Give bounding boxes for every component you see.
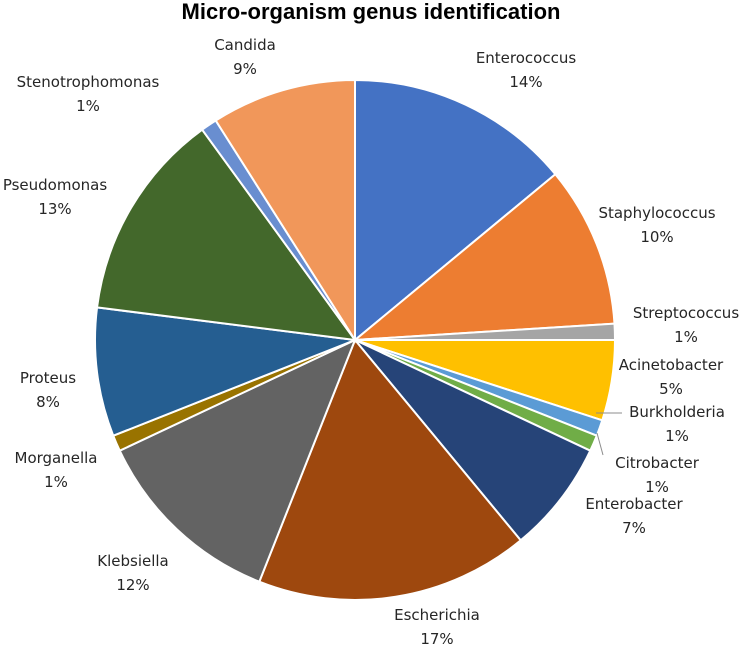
slice-percent: 8%: [36, 393, 60, 411]
slice-percent: 1%: [76, 97, 100, 115]
pie-slice-escherichia: [257, 338, 523, 601]
slice-label-candida: Candida 9%: [214, 36, 276, 78]
slice-label-acinetobacter: Acinetobacter 5%: [619, 356, 724, 398]
slice-name: Staphylococcus: [598, 204, 715, 222]
slice-percent: 1%: [44, 473, 68, 491]
slice-percent: 5%: [659, 380, 683, 398]
slice-label-stenotrophomonas: Stenotrophomonas 1%: [17, 73, 160, 115]
leader-line-citrobacter: [596, 432, 604, 456]
slice-name: Citrobacter: [615, 454, 700, 472]
slice-label-escherichia: Escherichia 17%: [394, 606, 480, 647]
leader-lines: [596, 412, 622, 456]
pie-slice-proteus: [94, 306, 356, 438]
slice-name: Escherichia: [394, 606, 480, 624]
slice-name: Morganella: [15, 449, 98, 467]
slice-name: Enterobacter: [585, 495, 683, 513]
chart-title: Micro-organism genus identification: [182, 0, 561, 24]
slice-label-streptococcus: Streptococcus 1%: [633, 304, 739, 346]
slice-percent: 10%: [640, 228, 673, 246]
pie-slices: [94, 78, 617, 601]
pie-slice-candida: [214, 78, 356, 344]
pie-slice-staphylococcus: [351, 172, 616, 342]
slice-name: Pseudomonas: [3, 176, 108, 194]
slice-percent: 17%: [420, 630, 453, 647]
slice-percent: 1%: [674, 328, 698, 346]
slice-label-pseudomonas: Pseudomonas 13%: [3, 176, 108, 218]
pie-slice-klebsiella: [118, 338, 357, 584]
slice-percent: 7%: [622, 519, 646, 537]
slice-percent: 14%: [509, 73, 542, 91]
slice-name: Enterococcus: [476, 49, 577, 67]
slice-percent: 12%: [116, 576, 149, 594]
slice-name: Streptococcus: [633, 304, 739, 322]
slice-name: Acinetobacter: [619, 356, 724, 374]
slice-percent: 1%: [645, 478, 669, 496]
slice-label-morganella: Morganella 1%: [15, 449, 98, 491]
slice-label-enterococcus: Enterococcus 14%: [476, 49, 577, 91]
slice-label-burkholderia: Burkholderia 1%: [629, 403, 725, 445]
slice-percent: 9%: [233, 60, 257, 78]
slice-label-citrobacter: Citrobacter 1%: [615, 454, 700, 496]
slice-labels: Enterococcus 14% Staphylococcus 10% Streptoc…: [3, 36, 739, 647]
slice-name: Proteus: [20, 369, 76, 387]
slice-percent: 1%: [665, 427, 689, 445]
slice-label-staphylococcus: Staphylococcus 10%: [598, 204, 715, 246]
slice-name: Burkholderia: [629, 403, 725, 421]
slice-label-proteus: Proteus 8%: [20, 369, 76, 411]
pie-slice-enterococcus: [354, 78, 557, 343]
slice-label-klebsiella: Klebsiella 12%: [97, 552, 169, 594]
slice-name: Candida: [214, 36, 276, 54]
slice-percent: 13%: [38, 200, 71, 218]
slice-name: Stenotrophomonas: [17, 73, 160, 91]
slice-name: Klebsiella: [97, 552, 169, 570]
pie-slice-enterobacter: [354, 339, 592, 542]
slice-label-enterobacter: Enterobacter 7%: [585, 495, 683, 537]
pie-slice-pseudomonas: [95, 128, 358, 342]
